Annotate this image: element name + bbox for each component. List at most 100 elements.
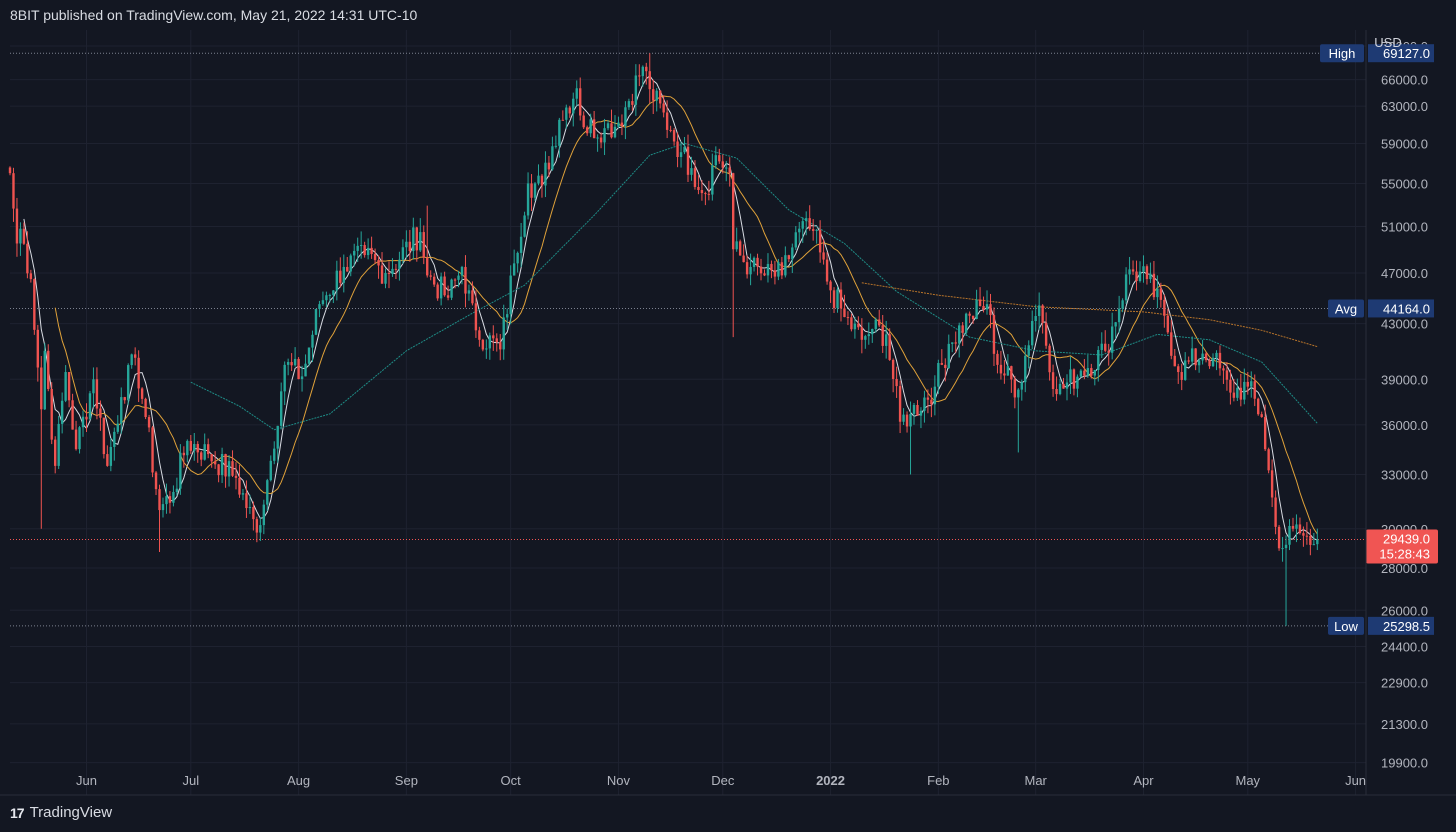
level-value-badge <box>1368 44 1434 63</box>
candle-body <box>697 186 700 191</box>
candle-body <box>88 393 92 420</box>
candle-body <box>165 496 168 505</box>
y-tick-label: 39000.0 <box>1381 372 1428 387</box>
candle <box>335 260 339 301</box>
candle <box>592 111 596 139</box>
candle <box>85 403 88 433</box>
candle-body <box>356 245 359 251</box>
candle-body <box>658 90 662 104</box>
candle <box>704 191 707 206</box>
candle <box>829 280 832 303</box>
candle-body <box>1225 370 1229 380</box>
candle <box>589 113 592 138</box>
candle-body <box>878 319 881 326</box>
candle <box>1267 447 1270 474</box>
candle <box>467 284 471 301</box>
x-tick-label: Jun <box>1345 773 1366 788</box>
candle <box>349 253 352 277</box>
candle-body <box>777 262 780 277</box>
candle <box>1253 374 1256 407</box>
candle-body <box>850 317 853 330</box>
candle-body <box>1034 316 1037 322</box>
candle-body <box>1284 544 1288 549</box>
candle <box>999 350 1003 380</box>
level-name-badge <box>1328 299 1364 318</box>
candle <box>92 367 95 408</box>
candle-body <box>300 376 304 380</box>
candle-body <box>898 386 902 422</box>
candle <box>718 148 721 164</box>
candle-body <box>537 175 540 184</box>
candle-body <box>54 439 57 466</box>
candle-body <box>29 273 33 280</box>
candle-body <box>864 336 867 340</box>
candle-body <box>106 454 109 466</box>
y-tick-label: 43000.0 <box>1381 317 1428 332</box>
candle-body <box>919 410 923 416</box>
candle-body <box>561 119 565 121</box>
candle <box>245 480 248 518</box>
ma-mid-line <box>54 95 1318 535</box>
candle <box>1177 363 1180 384</box>
candle <box>217 463 220 483</box>
candle <box>488 332 492 360</box>
candle <box>1051 364 1055 397</box>
candle <box>947 334 950 370</box>
candle <box>67 372 71 408</box>
candle <box>519 222 523 268</box>
candle <box>839 282 843 322</box>
candle-body <box>784 255 787 276</box>
candle-body <box>627 101 631 108</box>
candle <box>1110 312 1114 360</box>
candle <box>1204 352 1208 363</box>
candle-body <box>252 507 255 520</box>
candle <box>88 390 92 420</box>
candle <box>443 271 446 297</box>
candle <box>898 380 902 434</box>
candle-body <box>426 257 429 276</box>
candle-body <box>1031 321 1034 346</box>
candle-body <box>811 229 815 231</box>
candle <box>412 217 415 260</box>
candle-body <box>888 334 891 360</box>
candle-body <box>971 315 975 320</box>
candle <box>481 338 485 352</box>
level-name-label: High <box>1329 46 1356 61</box>
candle-body <box>554 145 558 147</box>
candle-body <box>262 504 266 526</box>
publish-header: 8BIT published on TradingView.com, May 2… <box>10 7 418 23</box>
candle <box>453 278 457 289</box>
candle <box>1069 356 1072 395</box>
candle <box>1024 345 1027 393</box>
candle <box>74 420 78 451</box>
candle-body <box>158 489 161 511</box>
candle <box>958 322 961 358</box>
candle <box>353 243 356 267</box>
candle <box>1093 369 1096 386</box>
candle <box>610 109 613 139</box>
candle-body <box>1295 524 1298 529</box>
candle <box>930 387 933 418</box>
y-tick-label: 21300.0 <box>1381 717 1428 732</box>
tradingview-logo[interactable]: 17 TradingView <box>10 804 112 821</box>
candle-body <box>1037 305 1041 317</box>
candle <box>36 324 40 382</box>
candle-body <box>589 119 592 134</box>
candle <box>241 488 245 501</box>
candle <box>328 293 332 303</box>
candle <box>818 220 822 263</box>
candle-body <box>1180 372 1183 380</box>
candle-body <box>624 107 627 126</box>
candle <box>380 252 384 284</box>
y-tick-label: 22900.0 <box>1381 676 1428 691</box>
candle <box>1166 308 1170 335</box>
candle-body <box>1027 345 1030 356</box>
candle <box>373 248 377 264</box>
candle-body <box>999 364 1003 374</box>
candle-body <box>749 266 752 275</box>
candle <box>213 451 217 469</box>
candle <box>346 257 349 272</box>
candle-body <box>1055 389 1058 395</box>
candle-body <box>471 290 474 304</box>
